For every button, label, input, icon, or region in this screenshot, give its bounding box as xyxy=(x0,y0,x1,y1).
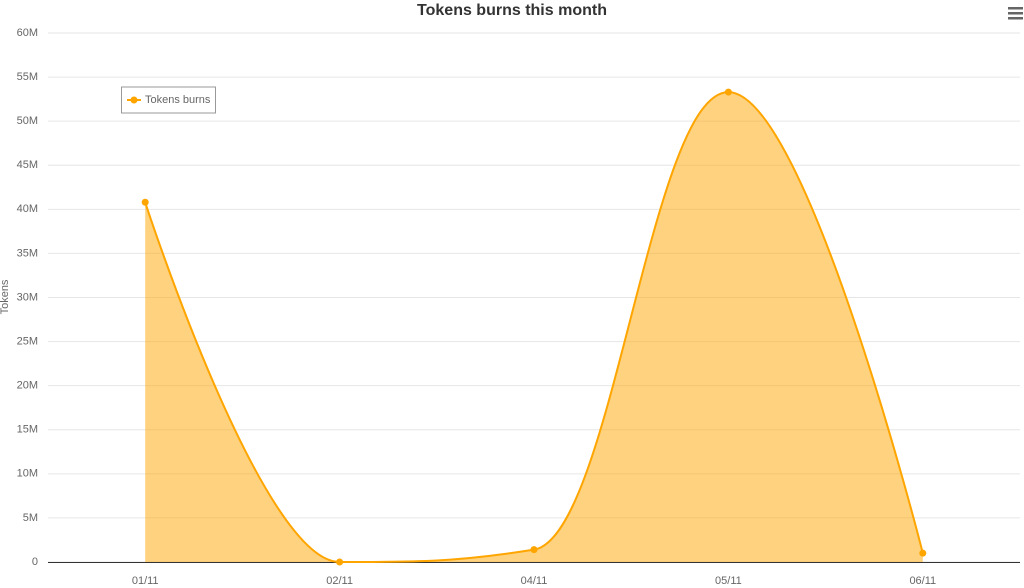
line xyxy=(144,91,924,564)
legend-label: Tokens burns xyxy=(145,94,211,106)
legend-marker xyxy=(130,96,138,104)
y-tick-label: 35M xyxy=(17,247,38,259)
point xyxy=(919,549,927,557)
y-tick-label: 30M xyxy=(17,291,38,303)
y-tick-label: 15M xyxy=(17,424,38,436)
area xyxy=(145,92,923,563)
y-tick-label: 25M xyxy=(17,335,38,347)
x-tick-label: 06/11 xyxy=(909,575,936,587)
y-tick-label: 60M xyxy=(17,27,38,39)
x-tick-label: 02/11 xyxy=(326,575,353,587)
menu-bar xyxy=(1008,7,1023,10)
y-tick-label: 10M xyxy=(17,468,38,480)
point xyxy=(724,88,732,96)
y-tick-label: 40M xyxy=(17,203,38,215)
point xyxy=(336,558,344,566)
x-tick-label: 01/11 xyxy=(132,575,159,587)
point xyxy=(141,198,149,206)
y-tick-label: 45M xyxy=(17,159,38,171)
y-tick-label: 55M xyxy=(17,71,38,83)
chart-title: Tokens burns this month xyxy=(417,2,607,19)
menu-bar xyxy=(1008,17,1023,20)
y-axis-title: Tokens xyxy=(0,279,11,314)
menu-bar xyxy=(1008,12,1023,15)
point xyxy=(530,546,538,554)
y-tick-label: 20M xyxy=(17,380,38,392)
y-tick-label: 5M xyxy=(23,512,38,524)
legend: Tokens burns xyxy=(121,86,216,114)
y-tick-label: 50M xyxy=(17,115,38,127)
y-tick-label: 0 xyxy=(32,556,38,568)
menu-button[interactable] xyxy=(1008,7,1023,20)
x-tick-label: 05/11 xyxy=(715,575,742,587)
x-tick-label: 04/11 xyxy=(521,575,548,587)
